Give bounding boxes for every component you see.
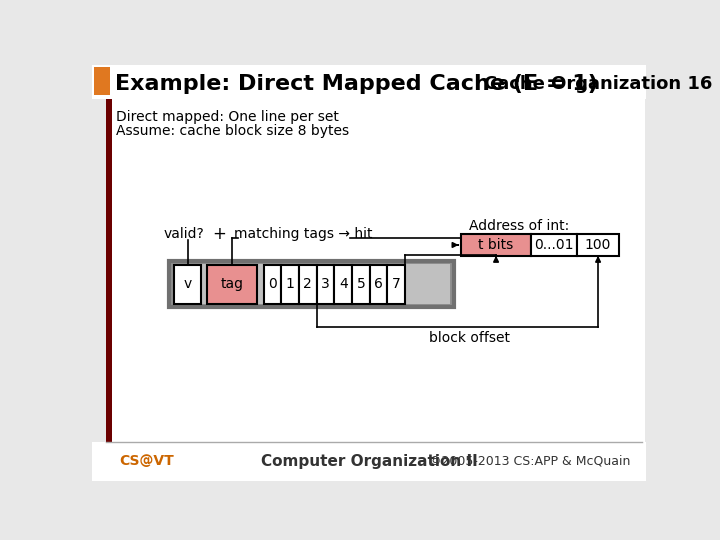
Bar <box>577 234 619 256</box>
Text: valid?: valid? <box>164 227 204 241</box>
Text: t bits: t bits <box>478 238 513 252</box>
Text: +: + <box>212 225 226 243</box>
Bar <box>173 264 450 304</box>
Bar <box>334 265 352 303</box>
Text: Computer Organization II: Computer Organization II <box>261 454 477 469</box>
Text: Cache Organization 16: Cache Organization 16 <box>485 75 713 93</box>
Text: 7: 7 <box>392 277 401 291</box>
Bar <box>299 265 317 303</box>
Text: 2: 2 <box>303 277 312 291</box>
Text: v: v <box>184 277 192 291</box>
Bar <box>92 65 647 99</box>
Text: Example: Direct Mapped Cache (E = 1): Example: Direct Mapped Cache (E = 1) <box>115 74 598 94</box>
Text: 3: 3 <box>321 277 330 291</box>
Text: CS@VT: CS@VT <box>119 454 174 468</box>
Text: matching tags → hit: matching tags → hit <box>234 227 373 241</box>
Bar <box>370 265 387 303</box>
Bar <box>352 265 370 303</box>
Bar <box>387 265 405 303</box>
Bar <box>106 99 112 442</box>
Text: tag: tag <box>221 277 244 291</box>
Text: 1: 1 <box>286 277 294 291</box>
Text: Direct mapped: One line per set: Direct mapped: One line per set <box>117 110 339 124</box>
Bar <box>264 265 282 303</box>
Text: block offset: block offset <box>428 331 510 345</box>
Bar <box>168 261 454 307</box>
Text: Assume: cache block size 8 bytes: Assume: cache block size 8 bytes <box>117 124 350 138</box>
Bar <box>174 265 201 303</box>
Text: ©2005-2013 CS:APP & McQuain: ©2005-2013 CS:APP & McQuain <box>429 455 631 468</box>
Text: 100: 100 <box>585 238 611 252</box>
Bar <box>92 442 647 481</box>
Text: 6: 6 <box>374 277 383 291</box>
Bar <box>317 265 334 303</box>
Bar <box>207 265 257 303</box>
Bar <box>106 99 644 442</box>
Text: Address of int:: Address of int: <box>469 219 570 233</box>
Text: 4: 4 <box>339 277 348 291</box>
Bar <box>282 265 299 303</box>
Bar <box>94 67 109 95</box>
Text: 0...01: 0...01 <box>534 238 574 252</box>
Bar <box>462 234 531 256</box>
Bar <box>531 234 577 256</box>
Text: 5: 5 <box>356 277 365 291</box>
Text: 0: 0 <box>268 277 276 291</box>
